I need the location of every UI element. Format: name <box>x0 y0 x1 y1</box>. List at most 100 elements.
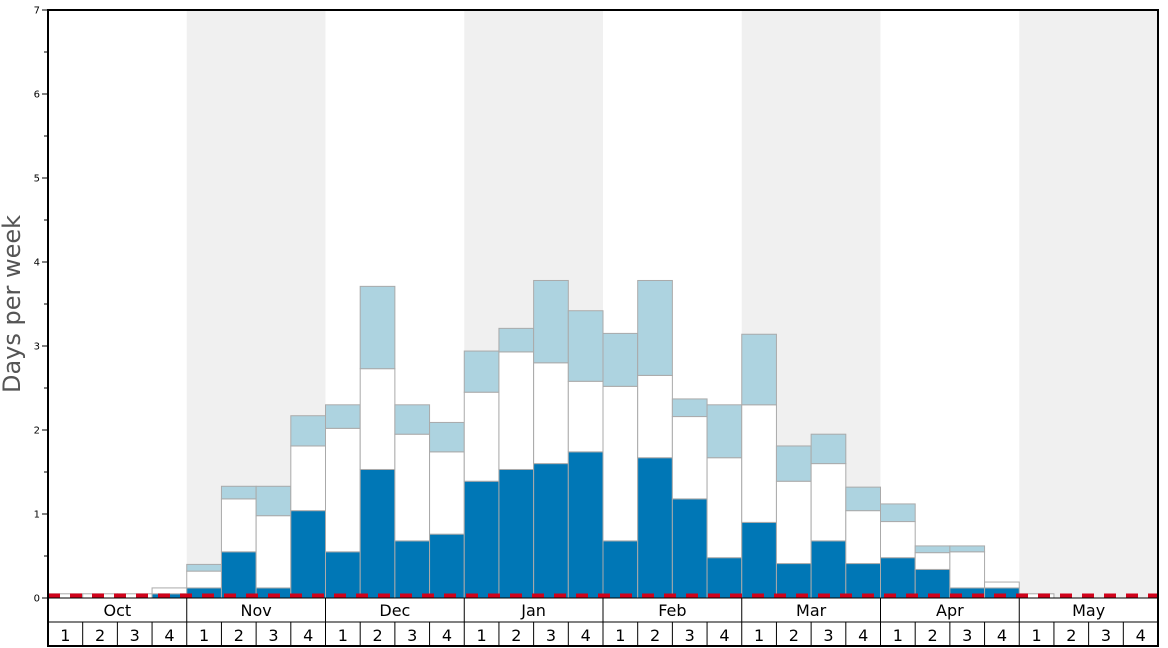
week-label: 1 <box>1032 626 1042 645</box>
bar-middle-segment <box>359 368 396 470</box>
month-label: Apr <box>936 601 964 620</box>
week-label: 2 <box>372 626 382 645</box>
bar-middle-segment <box>741 404 777 523</box>
bar-top-segment <box>602 332 639 387</box>
week-label: 4 <box>858 626 868 645</box>
bar-middle-segment <box>602 385 639 542</box>
bar-middle-segment <box>186 570 222 589</box>
week-label: 1 <box>199 626 209 645</box>
bar-middle-segment <box>775 480 812 565</box>
bar-middle-segment <box>880 521 916 559</box>
bar-top-segment <box>706 404 743 459</box>
bar-middle-segment <box>255 515 292 589</box>
bar-middle-segment <box>533 362 569 465</box>
bar-middle-segment <box>810 463 847 542</box>
bar-middle-segment <box>463 391 500 482</box>
bars <box>47 279 1055 599</box>
week-label: 3 <box>962 626 972 645</box>
y-tick-label: 3 <box>34 342 40 353</box>
week-label: 4 <box>581 626 591 645</box>
bar-middle-segment <box>498 351 535 470</box>
bar-middle-segment <box>220 498 257 553</box>
bar-middle-segment <box>949 551 986 589</box>
week-label: 1 <box>338 626 348 645</box>
week-label: 4 <box>442 626 452 645</box>
week-label: 1 <box>60 626 70 645</box>
bar-top-segment <box>567 310 604 382</box>
week-label: 2 <box>789 626 799 645</box>
week-label: 2 <box>1066 626 1076 645</box>
week-label: 3 <box>268 626 278 645</box>
bar-middle-segment <box>671 416 708 500</box>
bar-top-segment <box>359 285 396 370</box>
y-tick-label: 4 <box>34 258 40 269</box>
bar-middle-segment <box>325 427 361 553</box>
bar-bottom-segment <box>741 521 777 599</box>
month-label: Feb <box>658 601 686 620</box>
y-tick-label: 7 <box>34 6 40 17</box>
bar-top-segment <box>914 545 951 554</box>
bar-middle-segment <box>429 451 465 535</box>
bar-bottom-segment <box>567 451 604 599</box>
week-label: 2 <box>650 626 660 645</box>
bar-bottom-segment <box>706 557 743 599</box>
bar-bottom-segment <box>429 533 465 599</box>
week-label: 3 <box>685 626 695 645</box>
bar-top-segment <box>498 327 535 353</box>
week-label: 1 <box>615 626 625 645</box>
y-axis: 0 1 2 3 4 5 6 7 <box>34 6 48 605</box>
bar-top-segment <box>775 445 812 482</box>
bar-bottom-segment <box>602 540 639 599</box>
month-band-may <box>1019 10 1158 598</box>
bar-bottom-segment <box>394 540 431 599</box>
y-tick-label: 1 <box>34 510 40 521</box>
bar-bottom-segment <box>220 551 257 599</box>
week-label: 3 <box>546 626 556 645</box>
bar-top-segment <box>880 503 916 523</box>
bar-middle-segment <box>290 445 326 512</box>
bar-middle-segment <box>914 552 951 570</box>
x-axis: Oct 1 2 3 4 Nov 1 2 3 4 Dec 1 2 3 4 Jan 1 2 3 4 Feb 1 2 3 4 Mar 1 2… <box>60 598 1146 646</box>
bar-bottom-segment <box>880 557 916 599</box>
week-label: 3 <box>407 626 417 645</box>
bar-bottom-segment <box>775 563 812 599</box>
bar-middle-segment <box>151 587 188 595</box>
week-label: 1 <box>754 626 764 645</box>
bar-middle-segment <box>984 581 1020 589</box>
bar-middle-segment <box>394 433 431 542</box>
bar-top-segment <box>741 333 777 406</box>
week-label: 2 <box>511 626 521 645</box>
week-label: 4 <box>164 626 174 645</box>
week-label: 3 <box>823 626 833 645</box>
bar-top-segment <box>810 433 847 465</box>
bar-middle-segment <box>845 510 881 565</box>
bar-top-segment <box>845 486 881 512</box>
month-label: Oct <box>104 601 132 620</box>
week-label: 4 <box>997 626 1007 645</box>
week-label: 4 <box>303 626 313 645</box>
bar-top-segment <box>533 279 569 364</box>
bar-bottom-segment <box>325 551 361 599</box>
week-label: 3 <box>1101 626 1111 645</box>
month-label: May <box>1072 601 1105 620</box>
bar-bottom-segment <box>498 468 535 599</box>
bar-top-segment <box>429 421 465 453</box>
bar-top-segment <box>463 350 500 393</box>
bar-top-segment <box>325 404 361 429</box>
bar-bottom-segment <box>810 540 847 599</box>
bar-bottom-segment <box>671 498 708 599</box>
week-label: 2 <box>927 626 937 645</box>
week-label: 1 <box>477 626 487 645</box>
bar-middle-segment <box>706 457 743 559</box>
bar-bottom-segment <box>359 468 396 599</box>
month-label: Dec <box>379 601 410 620</box>
bar-top-segment <box>637 279 673 376</box>
y-axis-label: Days per week <box>0 215 26 393</box>
bar-top-segment <box>394 404 431 435</box>
bar-bottom-segment <box>290 510 326 599</box>
y-tick-label: 0 <box>34 594 40 605</box>
bar-top-segment <box>186 563 222 572</box>
month-label: Nov <box>241 601 272 620</box>
bar-bottom-segment <box>637 457 673 599</box>
